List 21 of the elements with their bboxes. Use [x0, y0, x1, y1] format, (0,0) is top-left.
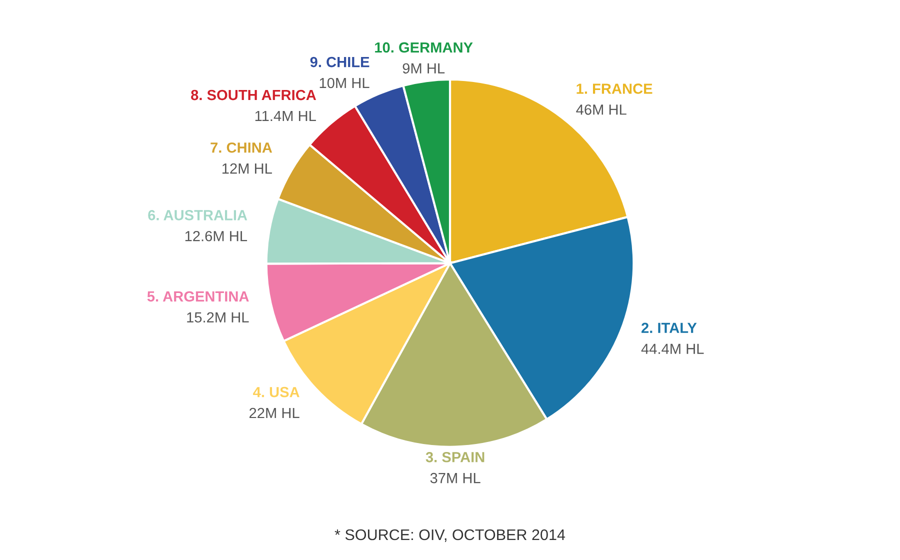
slice-label: 1. FRANCE	[576, 84, 652, 94]
data-label: 22M HL	[250, 408, 300, 418]
data-label: 9M HL	[402, 63, 445, 74]
slice-label: 3. SPAIN	[426, 452, 484, 462]
data-label: 10M HL	[320, 78, 370, 88]
slice-label: 4. USA	[253, 386, 300, 398]
data-label: 37M HL	[430, 472, 480, 484]
text: * SOURCE: OIV, OCTOBER 2014	[334, 529, 566, 542]
data-label: 12.6M HL	[185, 230, 248, 242]
slice-label: 10. GERMANY	[375, 42, 473, 53]
data-label: 44.4M HL	[641, 344, 704, 354]
data-label: 15.2M HL	[187, 312, 249, 323]
slice-label: 8. SOUTH AFRICA	[191, 90, 316, 100]
data-label: 46M HL	[576, 104, 626, 115]
slice-label: 9. CHILE	[310, 56, 370, 68]
slice-label: 2. ITALY	[642, 322, 697, 333]
slice-label: 5. ARGENTINA	[147, 291, 249, 302]
slice-label: 6. AUSTRALIA	[148, 210, 248, 220]
data-label: 12M HL	[222, 163, 272, 174]
slice-label: 7. CHINA	[210, 142, 272, 153]
data-label: 11.4M HL	[255, 110, 316, 121]
